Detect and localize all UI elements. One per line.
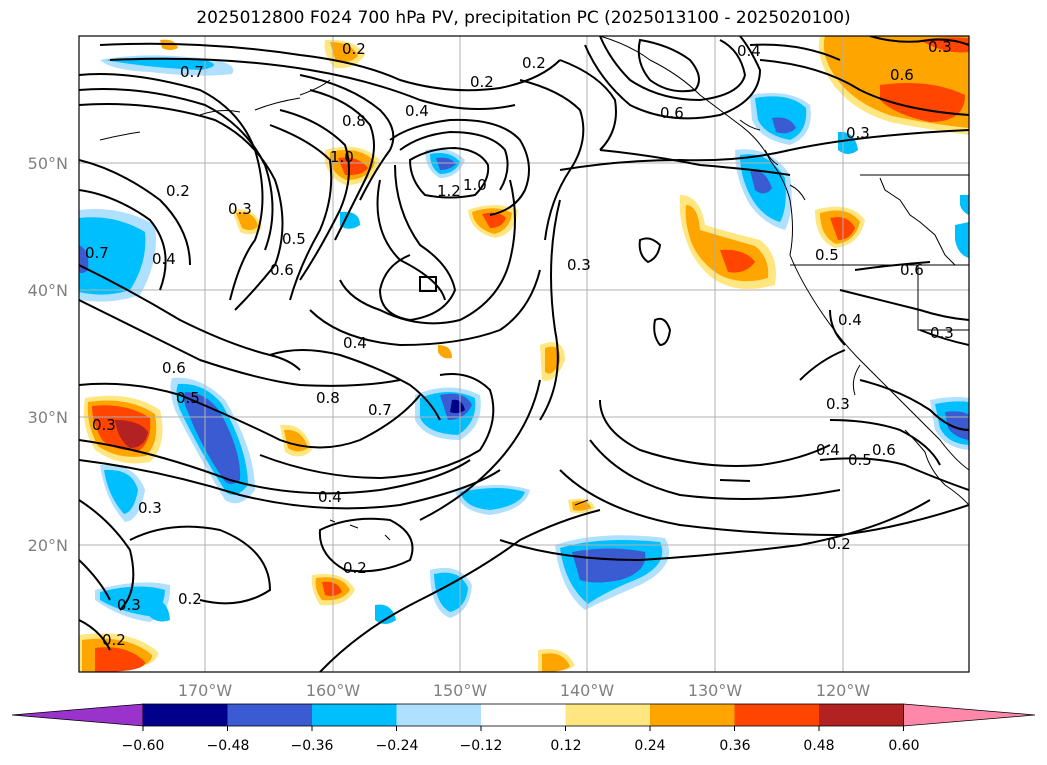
colorbar: −0.60 −0.48 −0.36 −0.24 −0.12 0.12 0.24 … [11,703,1036,754]
contour-label: 0.5 [848,451,872,469]
colorbar-tick-label: 0.12 [550,738,581,754]
longitude-labels: 170°W 160°W 150°W 140°W 130°W 120°W [178,681,871,700]
contour-label: 0.8 [342,112,366,130]
lon-label-150w: 150°W [433,681,488,700]
contour-label: 0.3 [928,38,952,56]
contour-label: 0.4 [737,42,761,60]
contour-label: 0.7 [85,244,109,262]
contour-label: 0.4 [343,334,367,352]
contour-label: 0.3 [846,124,870,142]
contour-label: 0.2 [343,559,367,577]
pv-contours [79,36,969,672]
graticule [79,36,969,672]
colorbar-segment [650,704,735,726]
contour-label: 0.3 [228,200,252,218]
contour-label: 0.8 [316,389,340,407]
contour-label: 0.5 [815,246,839,264]
contour-label: 0.6 [162,359,186,377]
contour-label: 0.6 [890,66,914,84]
map-frame [78,35,970,673]
map-area [79,36,969,672]
map-title: 2025012800 F024 700 hPa PV, precipitatio… [196,8,851,28]
contour-label: 0.2 [522,54,546,72]
lon-label-130w: 130°W [688,681,743,700]
contour-label: 0.4 [405,102,429,120]
contour-label: 0.5 [282,230,306,248]
colorbar-segment [143,704,228,726]
latitude-labels: 50°N 40°N 30°N 20°N [28,154,68,555]
lat-label-30n: 30°N [28,408,68,427]
colorbar-tick-label: −0.24 [376,738,419,754]
contour-label: 0.2 [102,631,126,649]
lat-label-40n: 40°N [28,281,68,300]
colorbar-segment [396,704,482,726]
contour-label: 0.3 [138,499,162,517]
contour-label: 0.6 [660,104,684,122]
contour-label: 0.4 [838,311,862,329]
colorbar-segment [819,704,904,726]
colorbar-extend-low [11,703,144,727]
colorbar-segment [312,704,397,726]
colorbar-segment [565,704,651,726]
lat-label-50n: 50°N [28,154,68,173]
contour-label: 0.5 [176,389,200,407]
colorbar-segment [734,704,820,726]
colorbar-tick-label: −0.36 [291,738,334,754]
contour-label: 1.0 [330,148,354,166]
contour-label: 0.3 [567,256,591,274]
contour-label: 0.2 [166,182,190,200]
colorbar-outline [142,703,904,727]
contour-label: 0.2 [178,590,202,608]
contour-label: 0.4 [318,488,342,506]
contour-label: 0.2 [827,535,851,553]
lat-label-20n: 20°N [28,536,68,555]
contour-label: 0.6 [900,261,924,279]
contour-label: 1.0 [463,176,487,194]
contour-label: 0.6 [872,441,896,459]
colorbar-tick-label: 0.36 [719,738,750,754]
colorbar-tick-label: −0.48 [207,738,250,754]
contour-label: 0.4 [152,250,176,268]
colorbar-extend-high [903,703,1036,727]
contour-label: 0.6 [270,261,294,279]
precipitation-shading [79,36,969,672]
lon-label-170w: 170°W [178,681,233,700]
lon-label-140w: 140°W [560,681,615,700]
colorbar-segment [227,704,313,726]
contour-label: 0.2 [342,40,366,58]
contour-label: 0.4 [816,441,840,459]
contour-labels: 0.7 0.2 0.2 0.4 0.4 0.8 1.0 1.2 1.0 0.2 … [85,38,954,649]
colorbar-tick-label: 0.24 [634,738,665,754]
colorbar-tick-label: 0.60 [888,738,919,754]
contour-label: 0.3 [826,395,850,413]
lon-label-120w: 120°W [816,681,871,700]
coastlines [99,36,969,541]
colorbar-tick-label: −0.12 [460,738,503,754]
lon-label-160w: 160°W [306,681,361,700]
contour-label: 0.3 [92,416,116,434]
contour-label: 1.2 [437,182,461,200]
colorbar-tick-label: 0.48 [803,738,834,754]
colorbar-tick-label: −0.60 [122,738,165,754]
contour-label: 0.7 [368,401,392,419]
contour-label: 0.2 [470,73,494,91]
colorbar-segment [481,704,566,726]
contour-label: 0.3 [930,324,954,342]
contour-label: 0.3 [117,596,141,614]
contour-label: 0.7 [180,63,204,81]
